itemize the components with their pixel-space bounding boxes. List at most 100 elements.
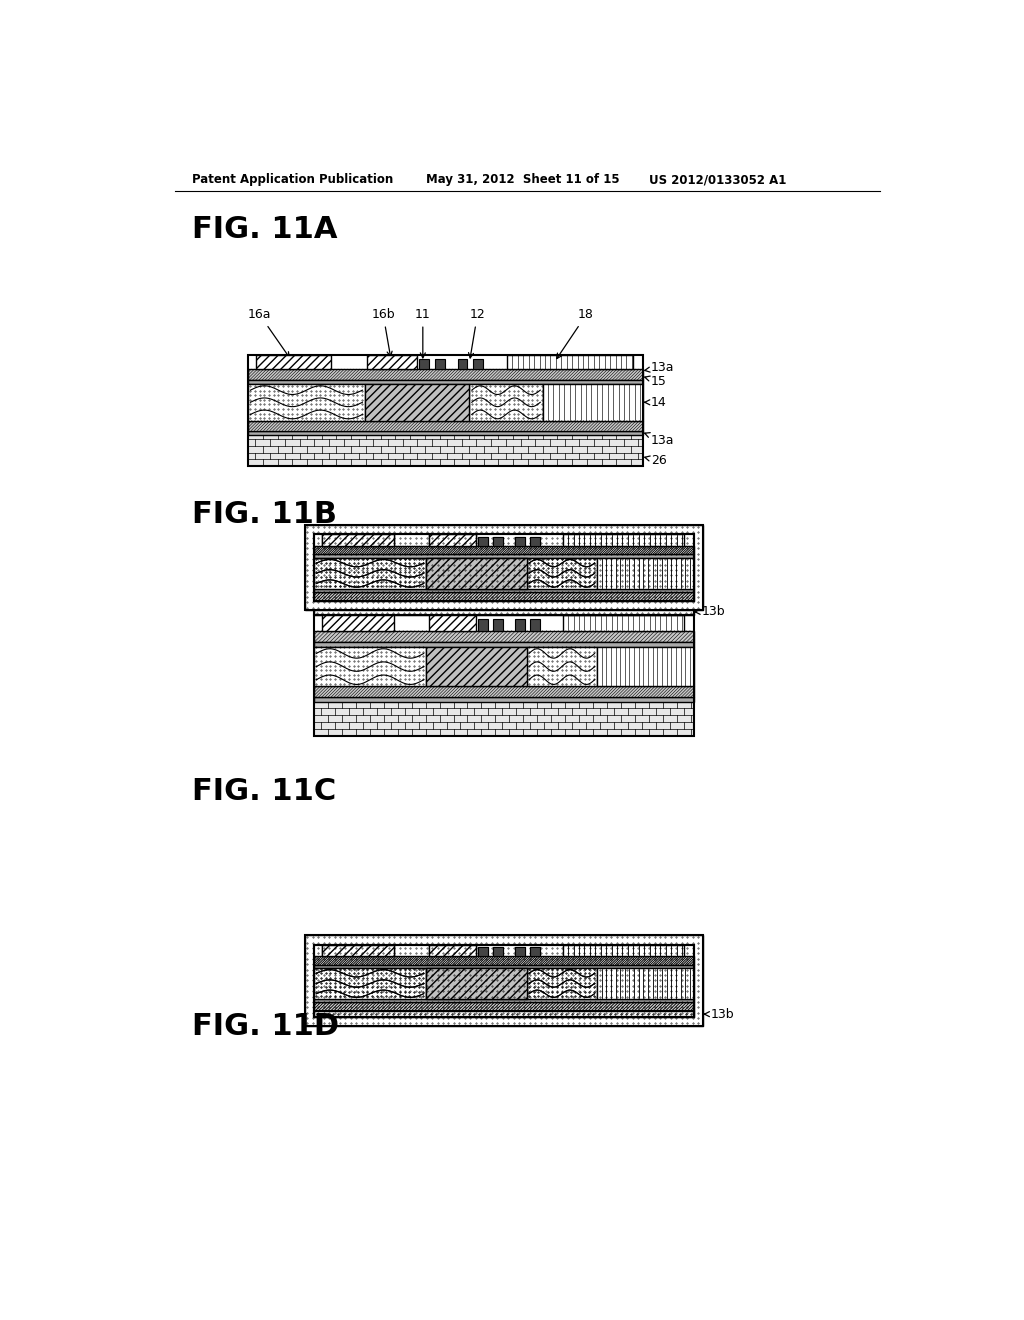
Bar [314,643,693,647]
Bar [429,945,476,956]
Bar [314,554,693,558]
Bar [563,945,684,956]
Bar [314,965,693,969]
Text: FIG. 11A: FIG. 11A [191,215,337,244]
Bar [314,969,426,999]
Bar [515,948,524,956]
Bar [248,384,365,421]
Bar [478,537,487,546]
Bar [314,1011,693,1016]
Bar [314,615,693,737]
Text: FIG. 11D: FIG. 11D [191,1012,339,1041]
Bar [314,1011,693,1016]
Bar [426,969,526,999]
Bar [526,558,597,589]
Bar [248,430,643,434]
Text: FIG. 11B: FIG. 11B [191,500,337,528]
Bar [314,535,693,601]
Bar [597,647,693,686]
Bar [478,537,487,546]
Bar [426,558,526,589]
Text: Patent Application Publication: Patent Application Publication [191,173,393,186]
Bar [365,384,469,421]
Bar [322,535,394,546]
Bar [458,359,468,370]
Bar [314,558,426,589]
Bar [314,1011,693,1016]
Bar [563,945,684,956]
Text: US 2012/0133052 A1: US 2012/0133052 A1 [649,173,786,186]
Bar [314,546,693,554]
Bar [305,936,703,1026]
Bar [494,948,503,956]
Bar [530,537,540,546]
Bar [526,558,597,589]
Text: 13a: 13a [645,362,675,374]
Bar [322,945,394,956]
Bar [314,593,693,601]
Bar [597,969,693,999]
Bar [248,380,643,384]
Bar [515,537,524,546]
Bar [314,558,426,589]
Bar [429,945,476,956]
Bar [494,948,503,956]
Bar [314,999,693,1002]
Bar [322,535,394,546]
Bar [314,609,693,615]
Bar [314,609,693,615]
Bar [314,1002,693,1011]
Bar [322,615,394,631]
Bar [314,686,693,697]
Bar [248,421,643,430]
Bar [597,558,693,589]
Bar [305,525,703,610]
Bar [314,647,426,686]
Bar [526,969,597,999]
Bar [494,619,503,631]
Bar [597,969,693,999]
Text: 16a: 16a [248,309,289,358]
Bar [494,537,503,546]
Bar [314,631,693,643]
Bar [473,359,483,370]
Bar [314,589,693,593]
Bar [426,647,526,686]
Bar [478,948,487,956]
Bar [305,936,703,1026]
Bar [494,537,503,546]
Text: 18: 18 [557,309,594,359]
Bar [314,945,693,1016]
Bar [434,359,444,370]
Bar [314,697,693,702]
Bar [597,558,693,589]
Bar [314,999,693,1002]
Bar [314,554,693,558]
Bar [563,535,684,546]
Bar [248,370,643,380]
Bar [530,948,540,956]
Bar [530,619,540,631]
Bar [526,969,597,999]
Bar [478,948,487,956]
Bar [426,969,526,999]
Text: 13b: 13b [705,1007,734,1020]
Bar [507,355,634,370]
Bar [429,535,476,546]
Bar [429,615,476,631]
Bar [314,589,693,593]
Bar [368,355,417,370]
Text: 14: 14 [645,396,667,409]
Bar [248,434,643,466]
Bar [314,945,693,1016]
Bar [543,384,643,421]
Bar [426,558,526,589]
Bar [314,969,426,999]
Bar [314,593,693,601]
Bar [419,359,429,370]
Bar [314,956,693,965]
Bar [515,537,524,546]
Bar [322,945,394,956]
Bar [563,535,684,546]
Text: 15: 15 [645,375,667,388]
